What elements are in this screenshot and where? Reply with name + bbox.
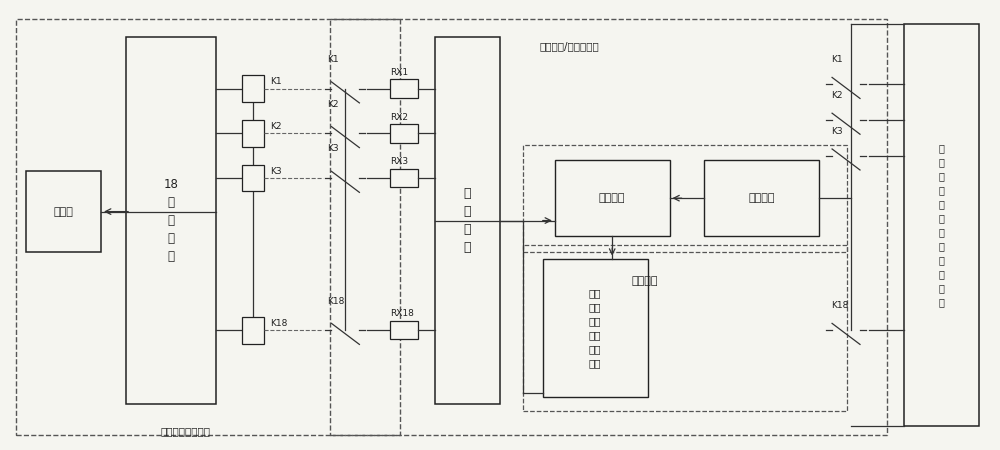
Bar [390,169,418,188]
Text: 信号放大: 信号放大 [599,193,625,203]
Text: K18: K18 [831,301,848,310]
Text: K1: K1 [831,55,843,64]
Bar [26,171,101,252]
Text: RX18: RX18 [390,310,414,319]
Text: K1: K1 [327,55,339,64]
Text: 压阻桥模/数转换模块: 压阻桥模/数转换模块 [540,41,600,51]
Text: 定时器: 定时器 [54,207,74,216]
Bar [242,165,264,191]
Text: 浮地
有源
二阶
低通
滤波
模块: 浮地 有源 二阶 低通 滤波 模块 [589,288,601,368]
Bar [523,144,847,252]
Text: 18
位
计
数
器: 18 位 计 数 器 [163,178,178,263]
Bar [543,259,648,397]
Text: 边
沿
复
合
触
发
记
忆
显
示
模
块: 边 沿 复 合 触 发 记 忆 显 示 模 块 [938,143,944,307]
Text: RX3: RX3 [390,158,408,166]
Bar [330,19,887,435]
Text: K3: K3 [831,126,843,135]
Text: K3: K3 [327,144,339,153]
Bar [390,124,418,143]
Text: 压
阻
桥
路: 压 阻 桥 路 [464,187,471,254]
Text: 信号变换: 信号变换 [749,193,775,203]
Text: K18: K18 [327,297,345,306]
Bar [242,317,264,343]
Text: 多路自动采集模块: 多路自动采集模块 [161,426,211,436]
Bar [390,321,418,339]
Text: K2: K2 [270,122,281,131]
Text: 信号检测: 信号检测 [631,276,658,286]
Bar [16,19,400,435]
Text: K2: K2 [831,91,843,100]
Text: K1: K1 [270,77,281,86]
Text: RX1: RX1 [390,68,408,77]
Bar [904,24,979,426]
Bar [390,79,418,98]
Bar [555,160,670,236]
Text: K3: K3 [270,167,281,176]
Text: K2: K2 [327,100,339,109]
Bar [126,37,216,404]
Bar [435,37,500,404]
Bar [242,120,264,147]
Text: RX2: RX2 [390,112,408,122]
Bar [523,245,847,410]
Bar [704,160,819,236]
Text: K18: K18 [270,319,287,328]
Bar [242,75,264,102]
